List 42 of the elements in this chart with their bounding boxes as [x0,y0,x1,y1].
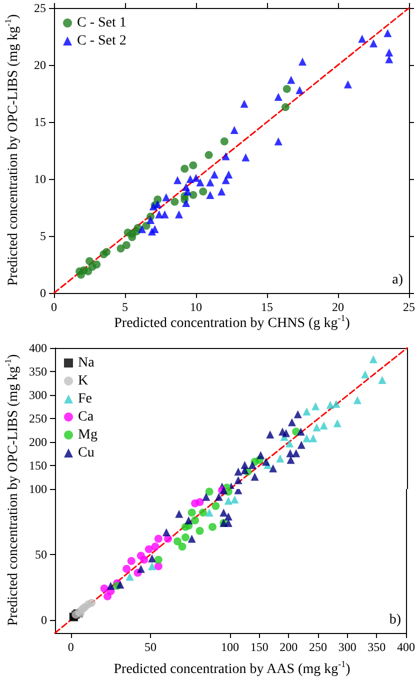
legend-label: C - Set 2 [77,34,126,48]
x-tick-label: 100 [221,640,239,654]
legend-label: Na [78,356,96,370]
y-tick-label: 50 [35,547,47,562]
y-tick-label: 100 [29,482,47,496]
y-tick-label: 15 [34,115,46,129]
y-tick-label: 20 [34,58,46,72]
x-tick-label: 50 [144,640,156,654]
y-tick-label: 350 [29,364,47,378]
x-tick-label: 25 [403,300,415,314]
y-tick-label: 5 [40,229,46,243]
x-tick-label: 15 [261,300,273,314]
legend-label: Mg [78,428,98,442]
x-tick-label: 10 [190,300,202,314]
x-tick-label: 20 [332,300,344,314]
x-axis-title: Predicted concentration by AAS (mg kg$^{-1}$) [114,659,350,678]
y-tick-label: 25 [34,1,46,15]
y-tick-label: 300 [29,388,47,402]
legend-label: Fe [78,392,92,406]
x-tick-label: 400 [397,640,415,654]
y-tick-label: 0 [40,286,46,300]
legend-label: Ca [78,410,94,424]
legend-label: C - Set 1 [77,16,126,30]
y-tick-label: 400 [29,341,47,355]
x-tick-label: 300 [338,640,356,654]
y-tick-label: 0 [41,612,47,627]
annotation: b) [389,612,402,628]
legend-label: Cu [78,446,94,460]
x-tick-label: 350 [368,640,386,654]
y-tick-label: 10 [34,172,46,186]
x-tick-label: 0 [51,300,57,314]
legend-label: K [78,374,88,388]
x-axis-title: Predicted concentration by CHNS (g kg$^{-1}$) [114,313,350,332]
annotation: a) [392,272,404,288]
x-tick-label: 5 [122,300,128,314]
y-tick-label: 200 [29,435,47,449]
y-tick-label: 250 [29,412,47,426]
x-tick-label: 200 [280,640,298,654]
x-tick-label: 150 [250,640,268,654]
x-tick-label: 250 [309,640,327,654]
y-tick-label: 150 [29,458,47,472]
x-tick-label: 0 [68,640,74,654]
